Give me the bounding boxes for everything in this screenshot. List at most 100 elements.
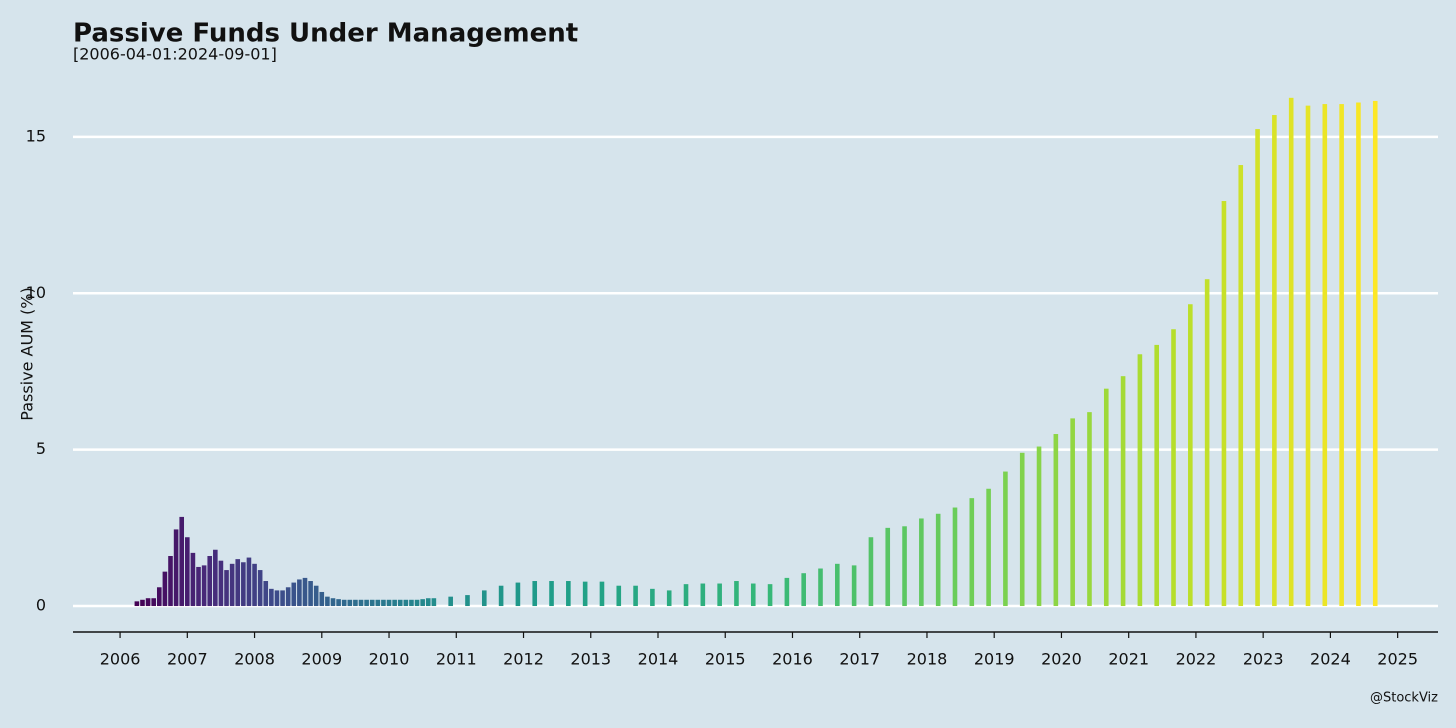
bar [213,549,218,607]
x-tick-label: 2009 [301,650,342,669]
bar [375,599,381,607]
x-tick-label: 2006 [100,650,141,669]
bar [274,590,280,607]
bar [403,599,409,607]
bar [683,584,689,607]
bar [392,599,397,607]
bar [369,599,375,607]
bar [1322,104,1328,607]
x-tick-label: 2011 [436,650,477,669]
bar [986,488,991,607]
bar [336,599,341,607]
bar [750,583,756,607]
bar [263,581,269,607]
bar [381,599,386,607]
bar [1356,102,1361,607]
bar [784,577,790,607]
bar [818,568,823,607]
bar [173,529,179,607]
bar [851,565,857,607]
bar [969,498,975,607]
caption: @StockViz [1370,691,1438,706]
bar [767,584,773,607]
bar [364,599,369,607]
bar [582,581,588,607]
x-tick-label: 2010 [369,650,410,669]
bar [196,566,201,607]
bar [420,599,425,607]
bar [431,598,437,607]
bar [353,599,358,607]
bar [700,583,706,607]
bar [919,518,924,607]
bar [241,562,246,607]
bar [1272,115,1277,607]
bar [549,581,554,607]
x-tick-label: 2008 [234,650,275,669]
bar [190,552,196,607]
chart-subtitle: [2006-04-01:2024-09-01] [73,45,277,64]
x-tick-label: 2012 [503,650,544,669]
bar [269,588,274,607]
bar [201,565,207,607]
bar [1288,97,1294,607]
bar [734,581,739,607]
bar [330,598,336,607]
bar [599,581,605,607]
bar [386,599,392,607]
bar [235,559,241,607]
bar [224,570,229,607]
bar [1053,434,1059,607]
bar [801,573,806,607]
bar [498,585,504,607]
bar [207,556,213,607]
bar [347,599,353,607]
bar [1137,354,1143,607]
bar [616,585,622,607]
x-tick-label: 2019 [974,650,1015,669]
y-axis-label: Passive AUM (%) [18,287,37,420]
y-tick-label: 5 [36,439,46,458]
bar [358,599,364,607]
bar [885,527,891,607]
bar [952,507,958,607]
bar [285,587,291,607]
bar [1221,201,1227,607]
x-tick-label: 2022 [1176,650,1217,669]
bar [650,588,655,607]
bar [319,591,325,607]
bar [168,556,173,607]
bar [1339,104,1344,607]
bar [341,599,347,607]
x-tick-label: 2024 [1310,650,1351,669]
bar [162,571,168,607]
x-tick-label: 2023 [1243,650,1284,669]
bar [313,585,319,607]
bar [414,599,420,607]
bar [218,560,224,607]
x-tick-label: 2018 [907,650,948,669]
x-tick-label: 2021 [1108,650,1149,669]
bar [1305,105,1311,607]
x-tick-label: 2025 [1377,650,1418,669]
bar [902,526,907,607]
bar [1070,418,1075,607]
bar [229,563,235,607]
y-tick-label: 15 [26,126,46,145]
bar [302,577,308,607]
bar [1120,376,1126,607]
x-tick-label: 2016 [772,650,813,669]
bar [252,563,257,607]
bar [666,590,672,607]
bar [566,581,571,607]
bar [280,590,285,607]
bar [448,596,453,607]
bar [1255,129,1260,607]
x-tick-label: 2020 [1041,650,1082,669]
x-tick-label: 2014 [638,650,679,669]
bar [179,516,185,607]
bar [532,581,538,607]
bar [1171,329,1176,607]
bar [145,598,151,607]
